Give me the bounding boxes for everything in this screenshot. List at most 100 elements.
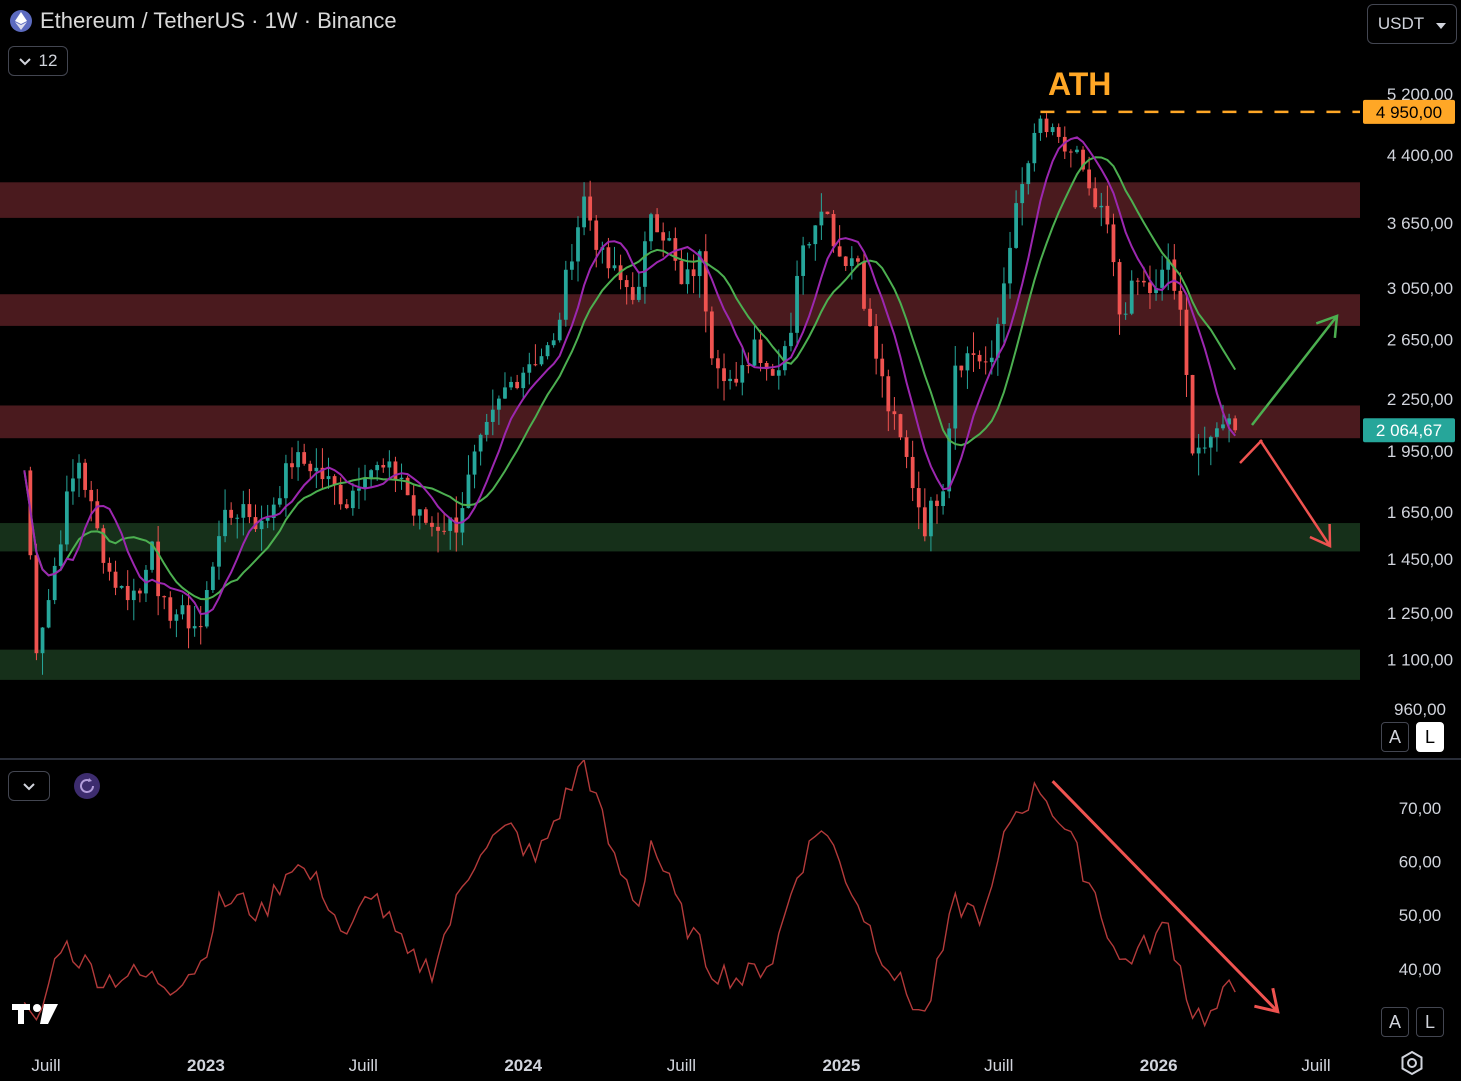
candle-body	[557, 319, 562, 341]
candle-body	[308, 463, 313, 472]
time-tick-label: Juill	[31, 1056, 60, 1075]
candle-body	[472, 451, 477, 475]
log-scale-button[interactable]: L	[1416, 722, 1444, 752]
candle-body	[509, 381, 513, 388]
rsi-tick-label: 40,00	[1399, 960, 1442, 979]
candle-body	[1014, 203, 1018, 248]
symbol-title[interactable]: Ethereum / TetherUS · 1W · Binance	[40, 8, 397, 33]
support-resistance-zones	[0, 182, 1360, 680]
candle-body	[399, 477, 404, 479]
candle-body	[338, 484, 343, 505]
candle-body	[527, 364, 532, 373]
candle-body	[387, 461, 392, 468]
candle-body	[1081, 149, 1085, 170]
candle-body	[539, 356, 544, 365]
candle-body	[478, 434, 483, 452]
bearish-arrow	[1258, 439, 1332, 547]
price-tick-label: 1 100,00	[1387, 650, 1453, 669]
price-tick-label: 3 650,00	[1387, 214, 1453, 233]
last-price-label: 2 064,67	[1376, 421, 1442, 440]
indicator-count: 12	[38, 51, 58, 70]
candle-body	[752, 339, 757, 366]
candle-body	[533, 364, 538, 366]
candle-body	[746, 365, 751, 367]
refresh-icon[interactable]	[74, 773, 100, 799]
candle-body	[64, 491, 69, 545]
resistance-zone-2	[0, 405, 1360, 439]
candle-body	[947, 428, 952, 492]
ath-label: ATH	[1048, 66, 1112, 102]
price-axis: 5 200,00 4 400,00 3 650,00 3 050,00 2 650,00…	[1363, 85, 1455, 719]
candle-body	[1215, 428, 1219, 437]
rsi-auto-scale-button[interactable]: A	[1381, 1007, 1409, 1037]
auto-scale-button[interactable]: A	[1381, 722, 1409, 752]
candle-body	[953, 365, 958, 429]
candle-body	[1160, 269, 1165, 288]
candle-body	[563, 269, 568, 320]
time-tick-label: 2026	[1140, 1056, 1178, 1075]
price-tick-label: 2 250,00	[1387, 390, 1453, 409]
candle-body	[430, 522, 434, 527]
candle-body	[290, 463, 294, 468]
candle-body	[728, 378, 732, 382]
candle-body	[180, 605, 185, 615]
candle-body	[995, 323, 1000, 358]
candle-body	[606, 247, 611, 269]
candle-body	[904, 437, 909, 457]
candle-body	[83, 462, 88, 490]
candle-body	[807, 244, 812, 246]
candle-body	[229, 509, 234, 518]
candle-body	[588, 196, 593, 221]
pane-divider[interactable]	[0, 758, 1461, 760]
price-tick-label: 3 050,00	[1387, 279, 1453, 298]
candle-body	[922, 507, 927, 537]
candle-body	[1227, 418, 1231, 425]
candle-body	[490, 409, 495, 422]
candle-body	[551, 340, 556, 346]
candle-body	[1166, 259, 1171, 270]
candle-body	[764, 363, 769, 370]
rsi-tick-label: 70,00	[1399, 799, 1442, 818]
candle-body	[436, 526, 440, 531]
ath-price-tag	[1363, 99, 1455, 124]
candle-body	[284, 463, 288, 499]
candle-body	[582, 196, 586, 228]
currency-select[interactable]: USDT	[1367, 4, 1457, 44]
candle-body	[1087, 169, 1092, 189]
candle-body	[661, 232, 666, 241]
candle-body	[636, 286, 641, 300]
candle-body	[856, 258, 860, 262]
candle-body	[350, 490, 355, 509]
candle-body	[454, 517, 459, 533]
candle-body	[849, 258, 854, 266]
ath-price-label: 4 950,00	[1376, 103, 1442, 122]
candle-body	[977, 354, 982, 362]
candle-body	[831, 214, 836, 247]
candle-body	[46, 600, 51, 628]
indicator-toggle-button[interactable]: 12	[8, 46, 68, 76]
candle-body	[679, 260, 684, 285]
chart-title: Ethereum / TetherUS · 1W · Binance	[10, 8, 397, 34]
candle-body	[691, 269, 696, 277]
candle-body	[801, 245, 806, 276]
gear-icon[interactable]	[1399, 1050, 1425, 1076]
pane-collapse-button[interactable]	[8, 771, 50, 801]
candle-body	[1099, 205, 1104, 208]
candle-body	[1233, 418, 1238, 431]
candle-body	[1123, 313, 1128, 315]
candle-body	[515, 381, 520, 389]
candle-body	[137, 590, 142, 594]
candle-body	[740, 365, 745, 383]
time-tick-label: Juill	[349, 1056, 378, 1075]
candle-body	[71, 478, 75, 492]
support-zone-4	[0, 649, 1360, 680]
candle-body	[95, 501, 100, 529]
candle-body	[162, 596, 167, 598]
candle-body	[576, 227, 580, 262]
rsi-log-scale-button[interactable]: L	[1416, 1007, 1444, 1037]
candle-body	[874, 326, 879, 359]
candle-body	[898, 414, 903, 438]
candle-body	[460, 508, 465, 533]
candle-body	[673, 238, 678, 261]
